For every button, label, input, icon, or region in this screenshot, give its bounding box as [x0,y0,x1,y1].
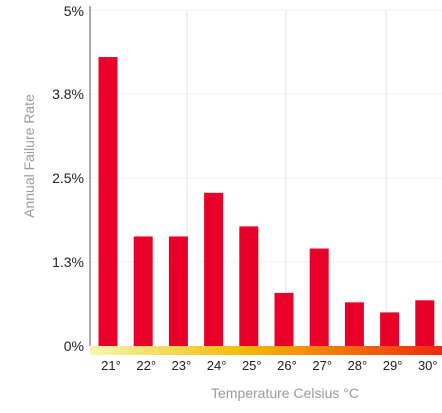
bar-22c [133,236,153,346]
x-tick-labels: 21° 22° 23° 24° 25° 26° 27° 28° 29° 30° [101,358,437,373]
x-tick-label: 28° [348,358,368,373]
temperature-gradient-band [90,346,442,355]
x-axis-title: Temperature Celsius °C [211,385,359,401]
bar-23c [168,236,188,346]
bar-28c [344,302,364,346]
x-tick-label: 25° [242,358,262,373]
bar-29c [380,312,400,346]
x-tick-label: 26° [277,358,297,373]
bar-24c [204,192,224,346]
bar-27c [309,248,329,346]
bar-30c [415,300,435,346]
y-tick-label: 5% [64,3,84,19]
x-tick-label: 23° [172,358,192,373]
x-tick-label: 27° [312,358,332,373]
y-axis-title: Annual Failure Rate [21,94,37,218]
x-tick-label: 30° [418,358,438,373]
x-tick-label: 24° [207,358,227,373]
y-tick-label: 0% [64,338,84,354]
y-tick-labels: 5% 3.8% 2.5% 1.3% 0% [52,3,84,354]
bar-26c [274,292,294,346]
x-tick-label: 21° [101,358,121,373]
bar-25c [239,226,259,346]
bars-layer [98,57,435,346]
y-tick-label: 3.8% [52,86,84,102]
x-tick-label: 22° [136,358,156,373]
x-tick-label: 29° [383,358,403,373]
y-tick-label: 2.5% [52,170,84,186]
y-tick-label: 1.3% [52,254,84,270]
bar-21c [98,57,118,346]
